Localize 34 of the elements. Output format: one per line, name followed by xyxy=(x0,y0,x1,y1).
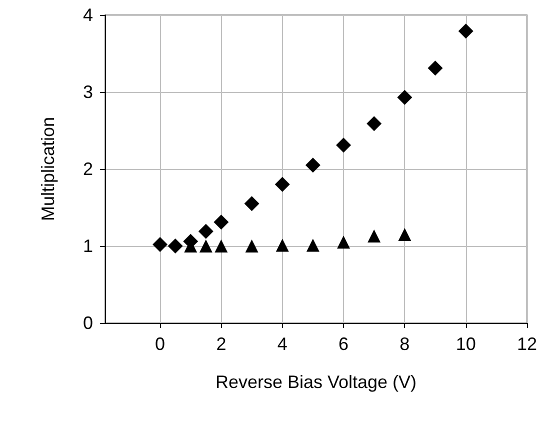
y-axis-title: Multiplication xyxy=(38,116,58,222)
x-tick-label: 10 xyxy=(456,334,476,354)
point xyxy=(398,228,412,241)
y-tick-label: 0 xyxy=(82,313,93,333)
point xyxy=(337,236,350,249)
point xyxy=(214,240,228,252)
point xyxy=(336,138,352,153)
point xyxy=(276,238,289,252)
point xyxy=(214,214,229,230)
y-tick-label: 3 xyxy=(82,82,93,102)
point xyxy=(198,224,214,239)
point xyxy=(306,238,320,252)
point xyxy=(397,90,412,105)
y-tick-label: 1 xyxy=(82,236,93,256)
point xyxy=(168,238,183,254)
x-tick-label: 6 xyxy=(338,334,349,354)
point xyxy=(458,24,474,39)
x-tick-label: 8 xyxy=(400,334,410,354)
x-tick-label: 4 xyxy=(277,334,288,354)
point xyxy=(368,229,381,242)
y-tick-label: 2 xyxy=(82,159,93,179)
y-tick-label: 4 xyxy=(82,5,93,25)
point xyxy=(244,196,260,212)
x-tick-label: 0 xyxy=(155,334,166,354)
x-tick-label: 12 xyxy=(516,334,538,354)
point xyxy=(199,240,212,252)
point xyxy=(305,158,320,173)
x-axis-title: Reverse Bias Voltage (V) xyxy=(215,372,417,392)
point xyxy=(152,236,168,252)
x-tick-label: 2 xyxy=(216,334,226,354)
point xyxy=(274,176,290,192)
point xyxy=(366,116,382,132)
point xyxy=(428,60,443,76)
point xyxy=(245,240,258,252)
